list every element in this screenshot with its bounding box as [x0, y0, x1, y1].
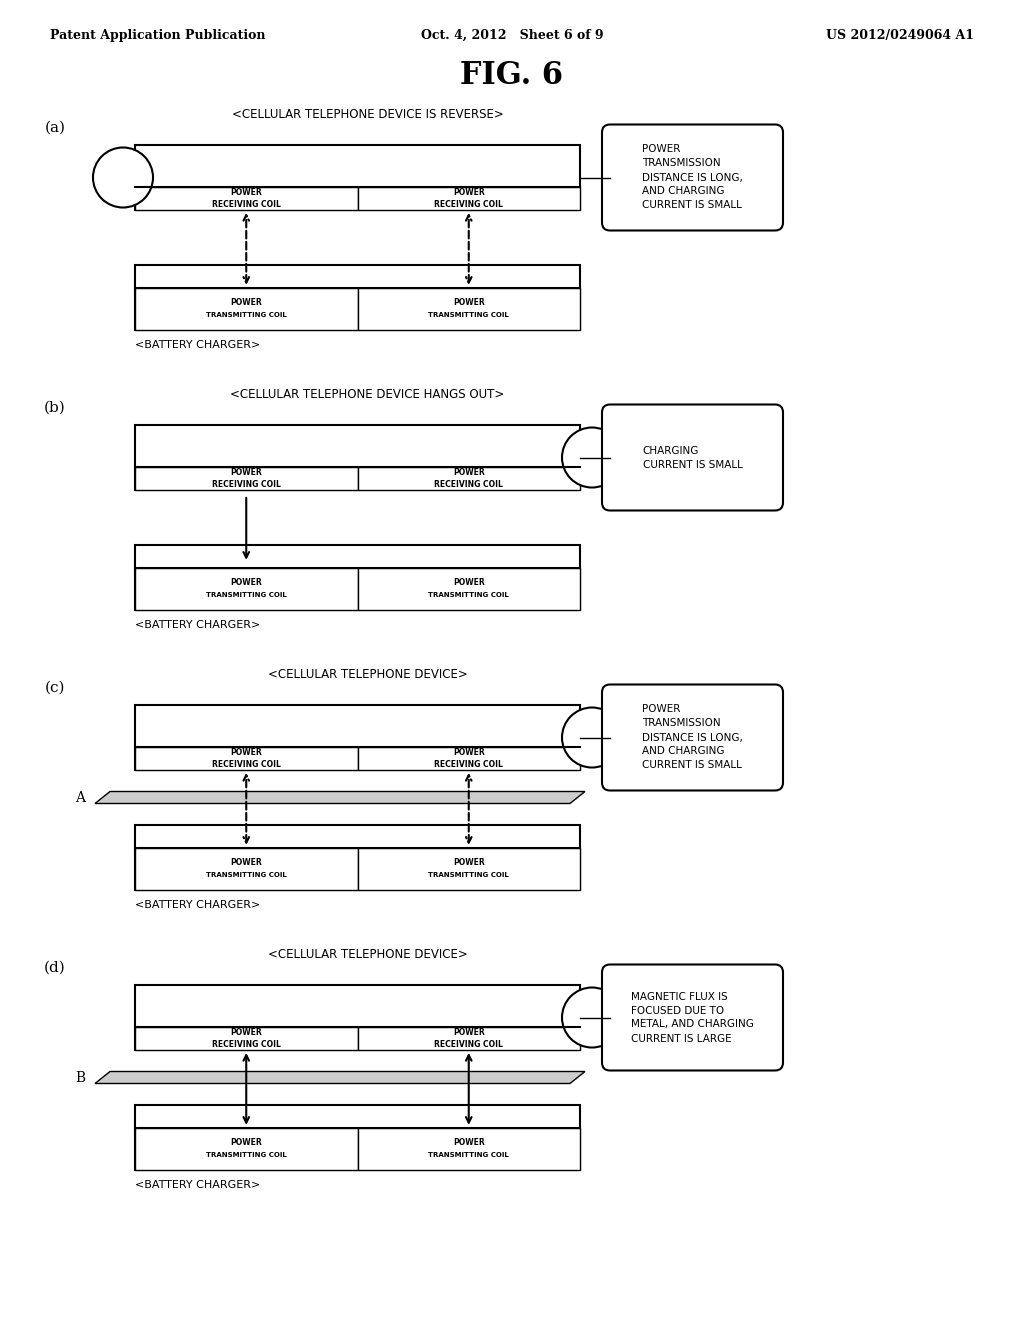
FancyBboxPatch shape	[357, 187, 580, 210]
FancyBboxPatch shape	[135, 847, 357, 890]
Text: POWER: POWER	[453, 298, 484, 308]
Text: TRANSMITTING COIL: TRANSMITTING COIL	[206, 312, 287, 318]
Text: POWER: POWER	[230, 748, 262, 758]
Text: RECEIVING COIL: RECEIVING COIL	[434, 760, 503, 770]
Text: POWER: POWER	[230, 578, 262, 587]
FancyBboxPatch shape	[135, 425, 580, 490]
Text: POWER: POWER	[230, 858, 262, 867]
Text: POWER: POWER	[453, 469, 484, 477]
Text: <CELLULAR TELEPHONE DEVICE>: <CELLULAR TELEPHONE DEVICE>	[267, 668, 467, 681]
Text: TRANSMITTING COIL: TRANSMITTING COIL	[428, 1152, 509, 1158]
FancyBboxPatch shape	[135, 467, 357, 490]
Text: POWER: POWER	[453, 858, 484, 867]
Circle shape	[562, 708, 622, 767]
Text: POWER: POWER	[453, 1028, 484, 1038]
Polygon shape	[95, 1072, 585, 1084]
FancyBboxPatch shape	[135, 568, 357, 610]
Text: POWER
TRANSMISSION
DISTANCE IS LONG,
AND CHARGING
CURRENT IS SMALL: POWER TRANSMISSION DISTANCE IS LONG, AND…	[642, 705, 743, 771]
Text: <BATTERY CHARGER>: <BATTERY CHARGER>	[135, 900, 260, 909]
Text: POWER
TRANSMISSION
DISTANCE IS LONG,
AND CHARGING
CURRENT IS SMALL: POWER TRANSMISSION DISTANCE IS LONG, AND…	[642, 144, 743, 210]
Text: US 2012/0249064 A1: US 2012/0249064 A1	[826, 29, 974, 41]
Text: POWER: POWER	[453, 578, 484, 587]
FancyBboxPatch shape	[135, 1105, 580, 1170]
FancyBboxPatch shape	[135, 705, 580, 770]
FancyBboxPatch shape	[602, 685, 783, 791]
Text: B: B	[75, 1071, 85, 1085]
Text: RECEIVING COIL: RECEIVING COIL	[434, 201, 503, 209]
FancyBboxPatch shape	[135, 265, 580, 330]
Text: RECEIVING COIL: RECEIVING COIL	[434, 480, 503, 490]
Text: <BATTERY CHARGER>: <BATTERY CHARGER>	[135, 620, 260, 630]
Text: POWER: POWER	[230, 1028, 262, 1038]
Text: A: A	[75, 791, 85, 804]
FancyBboxPatch shape	[135, 1027, 357, 1049]
FancyBboxPatch shape	[357, 288, 580, 330]
FancyBboxPatch shape	[357, 568, 580, 610]
Text: RECEIVING COIL: RECEIVING COIL	[212, 480, 281, 490]
FancyBboxPatch shape	[357, 1127, 580, 1170]
Text: RECEIVING COIL: RECEIVING COIL	[434, 1040, 503, 1049]
Text: <CELLULAR TELEPHONE DEVICE HANGS OUT>: <CELLULAR TELEPHONE DEVICE HANGS OUT>	[230, 388, 505, 401]
Text: TRANSMITTING COIL: TRANSMITTING COIL	[206, 873, 287, 878]
FancyBboxPatch shape	[135, 1127, 357, 1170]
FancyBboxPatch shape	[357, 467, 580, 490]
Text: CHARGING
CURRENT IS SMALL: CHARGING CURRENT IS SMALL	[643, 446, 742, 470]
Text: TRANSMITTING COIL: TRANSMITTING COIL	[206, 591, 287, 598]
Text: <BATTERY CHARGER>: <BATTERY CHARGER>	[135, 341, 260, 350]
Text: Oct. 4, 2012   Sheet 6 of 9: Oct. 4, 2012 Sheet 6 of 9	[421, 29, 603, 41]
Text: MAGNETIC FLUX IS
FOCUSED DUE TO
METAL, AND CHARGING
CURRENT IS LARGE: MAGNETIC FLUX IS FOCUSED DUE TO METAL, A…	[631, 991, 754, 1044]
Text: POWER: POWER	[453, 1138, 484, 1147]
Text: <BATTERY CHARGER>: <BATTERY CHARGER>	[135, 1180, 260, 1191]
Text: POWER: POWER	[230, 298, 262, 308]
FancyBboxPatch shape	[135, 545, 580, 610]
Text: RECEIVING COIL: RECEIVING COIL	[212, 201, 281, 209]
FancyBboxPatch shape	[135, 187, 357, 210]
FancyBboxPatch shape	[357, 747, 580, 770]
FancyBboxPatch shape	[357, 847, 580, 890]
Text: POWER: POWER	[230, 189, 262, 197]
Text: POWER: POWER	[230, 1138, 262, 1147]
Text: POWER: POWER	[453, 748, 484, 758]
Text: (d): (d)	[44, 961, 66, 975]
Text: (b): (b)	[44, 401, 66, 414]
Text: RECEIVING COIL: RECEIVING COIL	[212, 1040, 281, 1049]
FancyBboxPatch shape	[135, 985, 580, 1049]
Text: TRANSMITTING COIL: TRANSMITTING COIL	[428, 591, 509, 598]
Text: POWER: POWER	[453, 189, 484, 197]
Text: <CELLULAR TELEPHONE DEVICE IS REVERSE>: <CELLULAR TELEPHONE DEVICE IS REVERSE>	[231, 108, 504, 121]
Polygon shape	[95, 792, 585, 804]
Text: FIG. 6: FIG. 6	[461, 59, 563, 91]
FancyBboxPatch shape	[135, 288, 357, 330]
Text: POWER: POWER	[230, 469, 262, 477]
Text: TRANSMITTING COIL: TRANSMITTING COIL	[428, 873, 509, 878]
FancyBboxPatch shape	[135, 747, 357, 770]
FancyBboxPatch shape	[602, 124, 783, 231]
Text: TRANSMITTING COIL: TRANSMITTING COIL	[428, 312, 509, 318]
Text: Patent Application Publication: Patent Application Publication	[50, 29, 265, 41]
FancyBboxPatch shape	[135, 825, 580, 890]
Text: (c): (c)	[45, 681, 66, 696]
Text: RECEIVING COIL: RECEIVING COIL	[212, 760, 281, 770]
FancyBboxPatch shape	[357, 1027, 580, 1049]
Text: <CELLULAR TELEPHONE DEVICE>: <CELLULAR TELEPHONE DEVICE>	[267, 949, 467, 961]
Text: (a): (a)	[44, 121, 66, 135]
FancyBboxPatch shape	[135, 145, 580, 210]
FancyBboxPatch shape	[602, 965, 783, 1071]
Circle shape	[562, 428, 622, 487]
FancyBboxPatch shape	[602, 404, 783, 511]
Text: TRANSMITTING COIL: TRANSMITTING COIL	[206, 1152, 287, 1158]
Circle shape	[562, 987, 622, 1048]
Circle shape	[93, 148, 153, 207]
